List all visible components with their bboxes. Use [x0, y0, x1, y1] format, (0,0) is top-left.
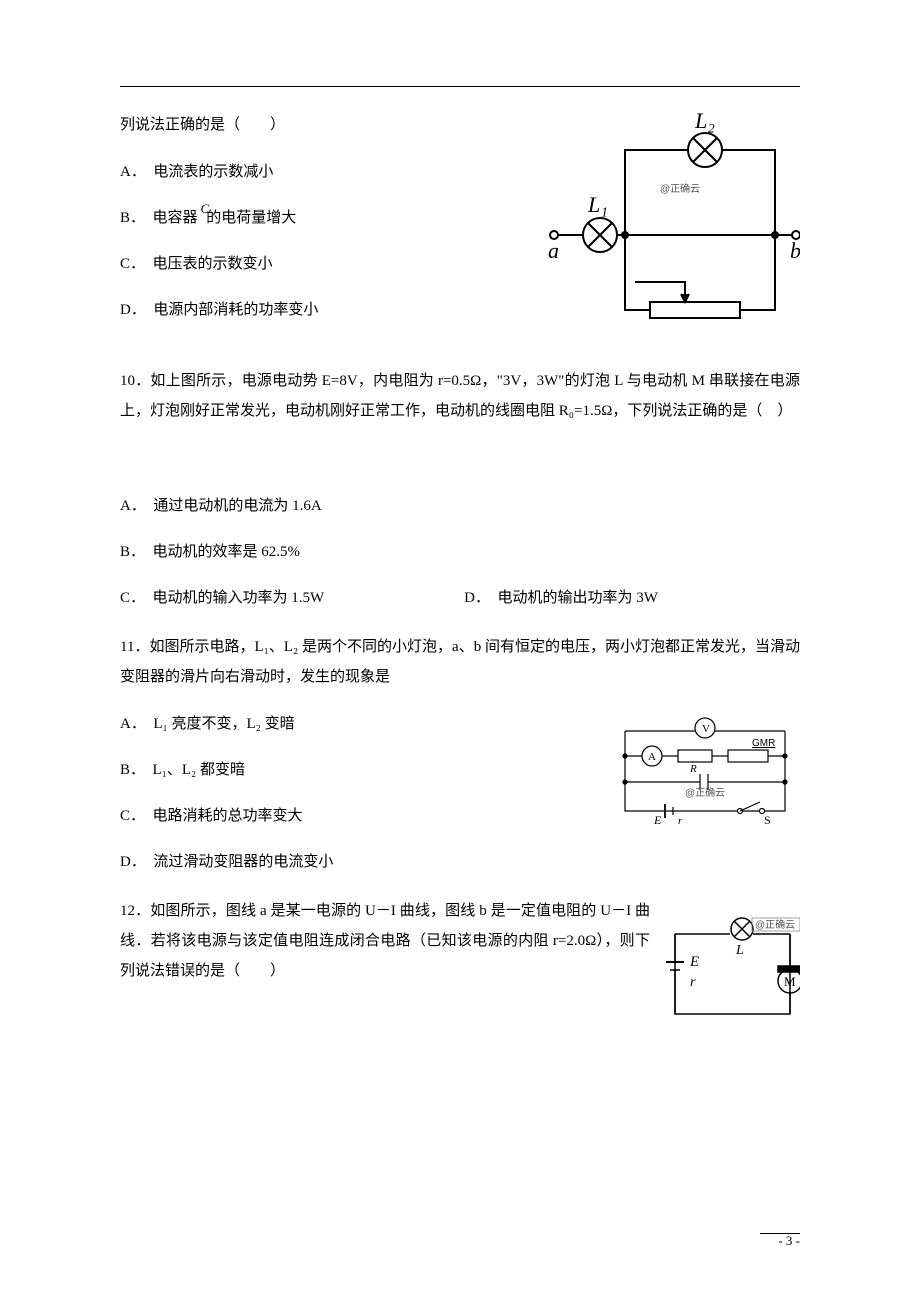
q10-option-b: B． 电动机的效率是 62.5%	[120, 540, 800, 564]
q10-option-d: D． 电动机的输出功率为 3W	[464, 586, 658, 610]
label-L1: L₁	[587, 192, 608, 217]
label-GMR: GMR	[752, 738, 775, 749]
label-b: b	[790, 238, 800, 263]
label-r: r	[678, 815, 683, 826]
label-E: E	[653, 813, 662, 826]
q10-option-a: A． 通过电动机的电流为 1.6A	[120, 494, 800, 518]
q12-circuit-diagram: L E r M @正确云	[660, 914, 800, 1037]
label-A: A	[648, 751, 656, 763]
page-number: - 3 -	[778, 1231, 800, 1252]
label-L: L	[735, 943, 744, 958]
watermark: @正确云	[660, 182, 700, 195]
q11-circuit-diagram: V A R GMR E r S @正确云	[610, 706, 800, 834]
label-V: V	[702, 723, 710, 735]
q9-circuit-diagram: L₁ L₂ a b @正确云	[540, 110, 800, 358]
label-S: S	[764, 813, 771, 826]
q11-option-d: D． 流过滑动变阻器的电流变小	[120, 850, 800, 874]
label-R: R	[689, 763, 697, 775]
label-E: E	[689, 954, 699, 970]
label-M: M	[784, 974, 796, 989]
label-r: r	[690, 975, 696, 990]
q11-stem: 11．如图所示电路，L₁、L₂ 是两个不同的小灯泡，a、b 间有恒定的电压，两小…	[120, 632, 800, 692]
q10-stem: 10．如上图所示，电源电动势 E=8V，内电阻为 r=0.5Ω，"3V，3W"的…	[120, 366, 800, 426]
q10-option-c: C． 电动机的输入功率为 1.5W	[120, 586, 324, 610]
label-a: a	[548, 238, 559, 263]
watermark: @正确云	[685, 786, 725, 799]
label-L2: L₂	[694, 110, 715, 133]
watermark: @正确云	[755, 918, 795, 931]
